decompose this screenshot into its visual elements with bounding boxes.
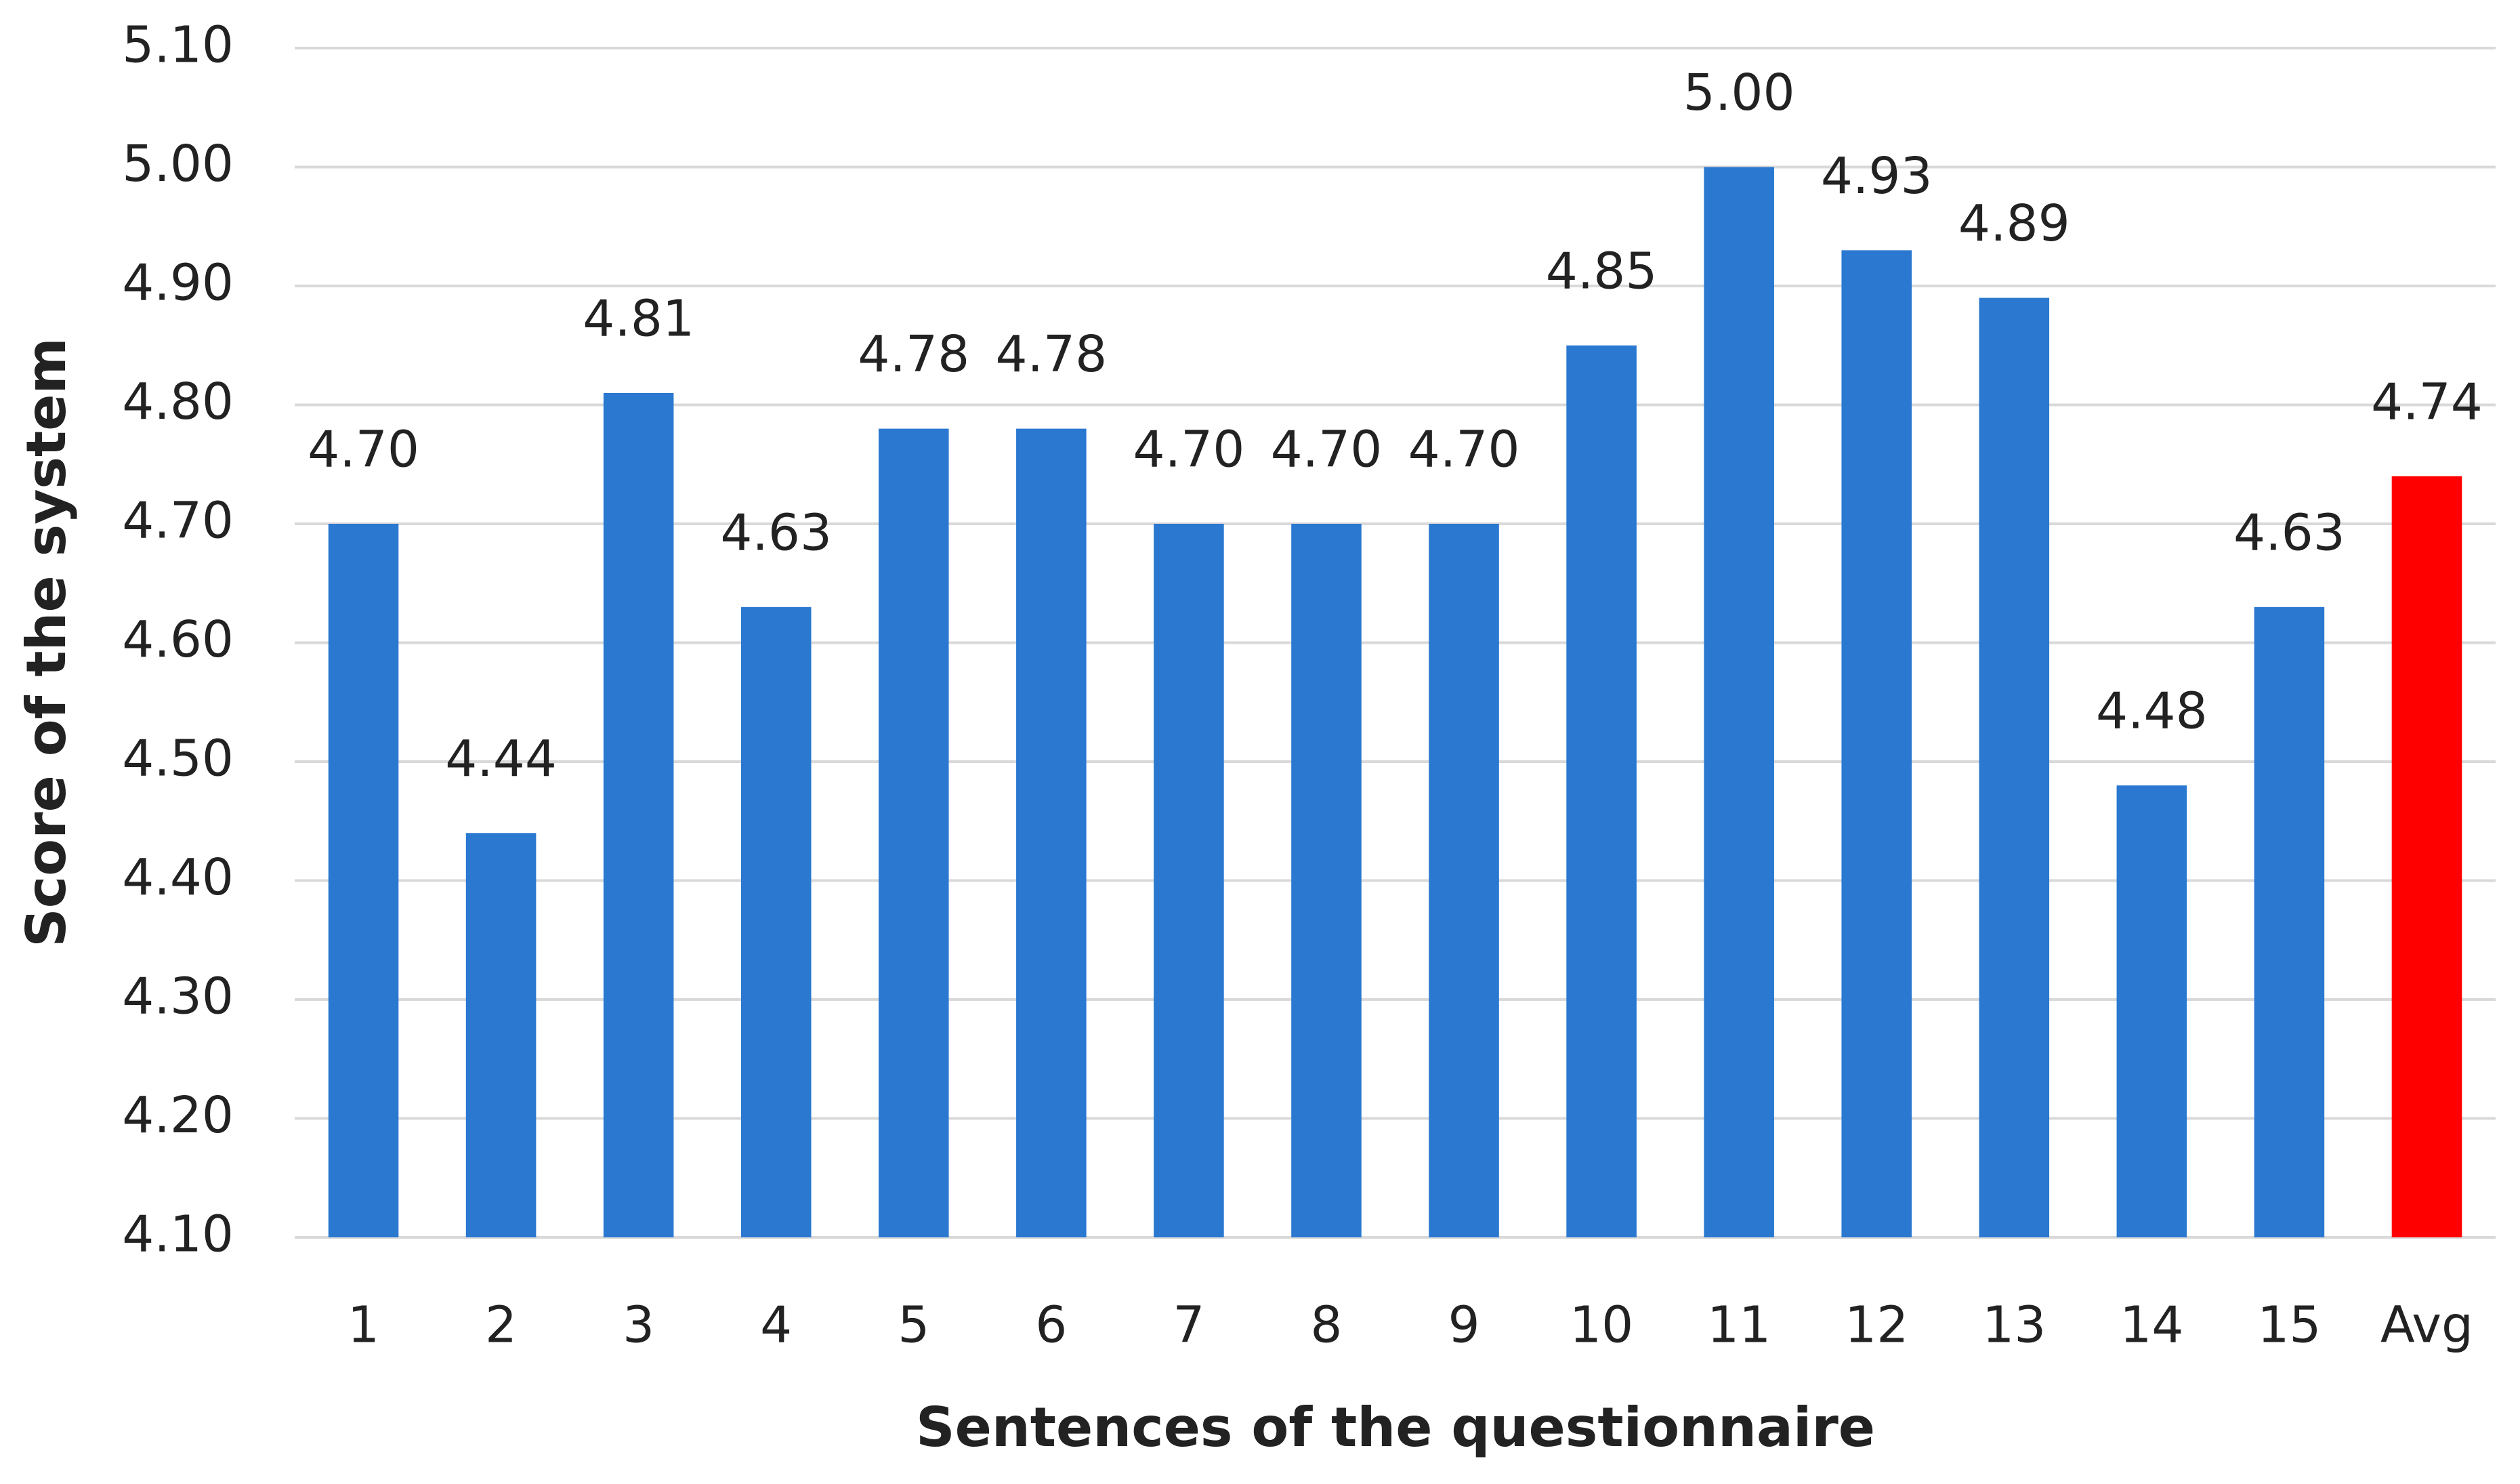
x-tick-label: 5 (898, 1296, 929, 1355)
y-tick-label: 5.00 (122, 135, 234, 193)
bar (879, 428, 949, 1237)
bar (1429, 524, 1499, 1237)
y-tick-label: 4.70 (122, 492, 234, 550)
bar (1016, 428, 1087, 1237)
x-tick-label: 8 (1310, 1296, 1342, 1355)
y-axis-title: Score of the system (15, 337, 78, 947)
bar (1154, 524, 1224, 1237)
value-label: 4.78 (995, 325, 1107, 384)
value-label: 4.70 (1408, 421, 1520, 479)
bar (465, 833, 537, 1237)
y-tick-label: 4.90 (122, 254, 234, 312)
y-tick-label: 4.10 (122, 1205, 234, 1264)
bar (1704, 167, 1774, 1237)
y-tick-label: 4.20 (122, 1086, 234, 1145)
value-label: 4.81 (583, 289, 694, 348)
y-tick-label: 4.30 (122, 968, 234, 1026)
value-label: 4.63 (2233, 503, 2345, 562)
y-tick-label: 5.10 (122, 16, 234, 75)
x-tick-label: 11 (1707, 1296, 1771, 1355)
bar (2391, 476, 2462, 1237)
value-label: 4.89 (1958, 194, 2070, 253)
value-label: 4.70 (1271, 421, 1383, 479)
x-tick-label: 14 (2120, 1296, 2183, 1355)
y-tick-label: 4.80 (122, 373, 234, 431)
x-tick-label: 3 (623, 1296, 654, 1355)
y-tick-label: 4.60 (122, 611, 234, 669)
value-label: 4.74 (2371, 373, 2483, 431)
bar (2254, 606, 2325, 1237)
y-tick-label: 4.40 (122, 848, 234, 907)
x-tick-label: 2 (485, 1296, 517, 1355)
x-tick-label: 4 (760, 1296, 792, 1355)
x-axis-title: Sentences of the questionnaire (916, 1396, 1875, 1459)
bar (1291, 524, 1362, 1237)
value-label: 4.70 (308, 421, 419, 479)
x-tick-label: 9 (1448, 1296, 1479, 1355)
bar (1841, 250, 1912, 1238)
bar (740, 606, 812, 1237)
bar (1566, 345, 1637, 1237)
x-tick-label: 10 (1570, 1296, 1633, 1355)
value-label: 5.00 (1683, 64, 1795, 122)
y-tick-label: 4.50 (122, 730, 234, 788)
value-label: 4.44 (445, 730, 557, 788)
x-tick-label: 7 (1173, 1296, 1204, 1355)
x-tick-label: 1 (348, 1296, 379, 1355)
x-tick-label: 13 (1982, 1296, 2046, 1355)
x-tick-label: 6 (1035, 1296, 1067, 1355)
value-label: 4.70 (1133, 421, 1245, 479)
value-label: 4.48 (2096, 682, 2208, 741)
value-label: 4.85 (1546, 242, 1658, 300)
bar (328, 524, 399, 1237)
x-tick-label: Avg (2380, 1296, 2473, 1355)
x-tick-label: 15 (2257, 1296, 2321, 1355)
value-label: 4.78 (858, 325, 969, 384)
bar (1979, 297, 2050, 1237)
value-label: 4.63 (720, 503, 832, 562)
value-label: 4.93 (1821, 147, 1933, 205)
bar (603, 392, 674, 1238)
bar (2116, 785, 2187, 1237)
x-tick-label: 12 (1845, 1296, 1908, 1355)
